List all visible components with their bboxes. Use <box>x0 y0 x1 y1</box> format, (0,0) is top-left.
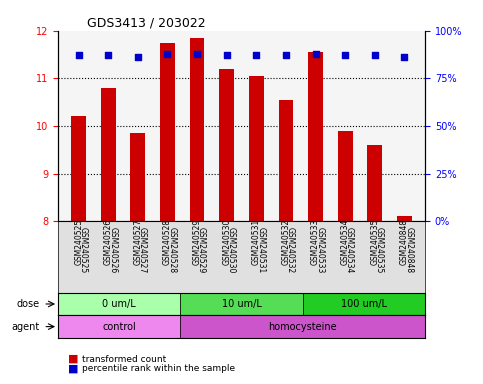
Bar <box>130 133 145 221</box>
Text: transformed count: transformed count <box>82 354 166 364</box>
Point <box>75 52 83 58</box>
Text: GSM240532: GSM240532 <box>286 227 295 273</box>
Text: GSM240530: GSM240530 <box>227 227 236 273</box>
Bar <box>367 145 382 221</box>
Bar <box>397 217 412 221</box>
Point <box>341 52 349 58</box>
Point <box>193 51 201 57</box>
Text: homocysteine: homocysteine <box>269 322 337 332</box>
Point <box>164 51 171 57</box>
Bar <box>308 52 323 221</box>
Bar <box>190 38 204 221</box>
Text: GSM240531: GSM240531 <box>256 227 265 273</box>
Text: percentile rank within the sample: percentile rank within the sample <box>82 364 235 373</box>
Point <box>312 51 319 57</box>
Bar <box>249 76 264 221</box>
Text: agent: agent <box>12 322 40 332</box>
Text: GSM240526: GSM240526 <box>108 227 117 273</box>
Text: dose: dose <box>16 299 40 309</box>
Text: ■: ■ <box>68 364 78 374</box>
Point <box>400 54 408 60</box>
FancyBboxPatch shape <box>303 293 425 315</box>
Text: 10 um/L: 10 um/L <box>222 299 261 309</box>
Text: GSM240534: GSM240534 <box>345 227 354 273</box>
Bar <box>338 131 353 221</box>
Text: 0 um/L: 0 um/L <box>102 299 136 309</box>
Text: GSM240527: GSM240527 <box>138 227 147 273</box>
Text: GSM240848: GSM240848 <box>404 227 413 273</box>
Bar <box>101 88 116 221</box>
Point <box>104 52 112 58</box>
Bar <box>219 69 234 221</box>
Text: GSM240528: GSM240528 <box>168 227 176 273</box>
FancyBboxPatch shape <box>180 315 425 338</box>
Point <box>371 52 379 58</box>
FancyBboxPatch shape <box>58 315 180 338</box>
Text: GSM240529: GSM240529 <box>197 227 206 273</box>
Text: ■: ■ <box>68 354 78 364</box>
Text: GSM240525: GSM240525 <box>79 227 88 273</box>
Bar <box>279 100 293 221</box>
Point <box>134 54 142 60</box>
Point <box>223 52 230 58</box>
FancyBboxPatch shape <box>180 293 303 315</box>
Bar <box>71 116 86 221</box>
Text: 100 um/L: 100 um/L <box>341 299 387 309</box>
Text: GDS3413 / 203022: GDS3413 / 203022 <box>87 17 206 30</box>
Point <box>282 52 290 58</box>
Text: GSM240533: GSM240533 <box>315 227 325 273</box>
Bar <box>160 43 175 221</box>
Text: GSM240535: GSM240535 <box>375 227 384 273</box>
FancyBboxPatch shape <box>58 293 180 315</box>
Point <box>253 52 260 58</box>
Text: control: control <box>102 322 136 332</box>
